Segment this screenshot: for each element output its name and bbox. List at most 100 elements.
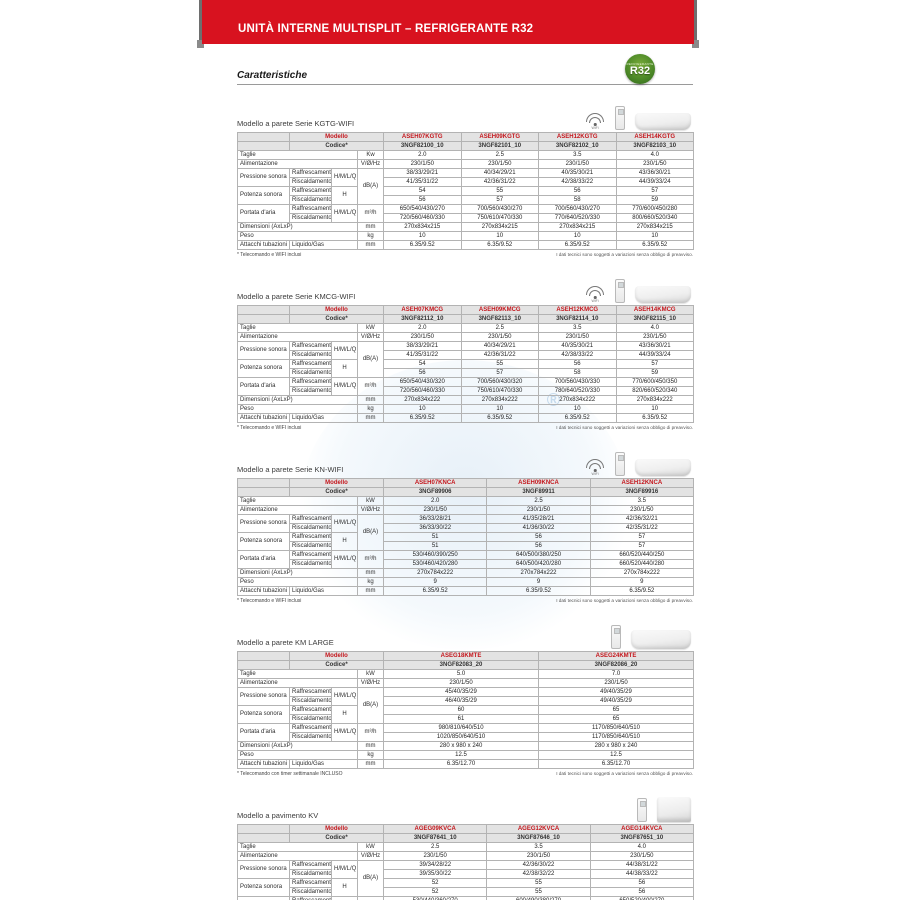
value-cell: 41/35/31/22 — [383, 177, 462, 187]
row-label-alimentazione: Alimentazione — [237, 678, 358, 688]
value-cell: 42/36/30/22 — [486, 860, 591, 870]
table-title: Modello a parete KM LARGE — [237, 638, 334, 647]
indoor-unit-image — [635, 113, 691, 130]
value-cell: 720/560/460/330 — [383, 213, 462, 223]
value-cell: 36/33/30/22 — [383, 523, 488, 533]
value-cell: 56 — [486, 541, 591, 551]
value-cell: 3.5 — [538, 323, 617, 333]
model-code: 3NGF82112_10 — [383, 314, 462, 324]
value-cell: 2.5 — [460, 150, 540, 160]
section-km-large: Modello a parete KM LARGE WiFi ModelloAS… — [237, 619, 695, 777]
remote-icon — [615, 452, 625, 476]
table-cell: Raffrescamento — [289, 204, 332, 214]
value-cell: 6.35/9.52 — [486, 586, 591, 596]
table-cell: Raffrescamento — [289, 532, 332, 542]
section-icons: WiFi — [611, 625, 693, 649]
value-cell: 2.5 — [460, 323, 540, 333]
unit-cell: kW — [356, 842, 385, 852]
value-cell: 230/1/50 — [383, 159, 462, 169]
value-cell: 42/36/31/22 — [460, 350, 540, 360]
value-cell: 4.0 — [589, 842, 695, 852]
value-cell: 700/560/430/320 — [460, 377, 540, 387]
table-cell: Riscaldamento — [289, 696, 332, 706]
model-code: 3NGF87641_10 — [383, 833, 488, 843]
value-cell: 270x834x215 — [615, 222, 695, 232]
value-cell: 660/520/440/250 — [589, 550, 695, 560]
unit-cell: mm — [356, 395, 385, 405]
row-label-portata: Portata d'aria — [237, 204, 290, 223]
value-cell: 55 — [486, 887, 591, 897]
row-label-pressione: Pressione sonora — [237, 860, 290, 879]
table-cell: Raffrescamento — [289, 860, 332, 870]
value-cell: 2.0 — [383, 150, 462, 160]
value-cell: 230/1/50 — [615, 332, 695, 342]
model-name: AGEG09KVCA — [383, 824, 488, 834]
value-cell: 42/38/33/22 — [538, 350, 617, 360]
value-cell: 270x834x222 — [615, 395, 695, 405]
value-cell: 6.35/9.52 — [460, 413, 540, 423]
modello-header: Modello — [288, 478, 385, 488]
table-cell — [237, 132, 290, 142]
model-code: 3NGF82103_10 — [615, 141, 695, 151]
table-cell — [237, 651, 290, 661]
value-cell: 600/490/380/270 — [486, 896, 591, 900]
table-cell: Liquido/Gas — [289, 586, 358, 596]
value-cell: 770/600/450/280 — [615, 204, 695, 214]
table-title: Modello a parete Serie KGTG-WIFI — [237, 119, 355, 128]
value-cell: 800/660/520/340 — [615, 213, 695, 223]
modello-header: Modello — [288, 132, 385, 142]
unit-cell: dB(A) — [356, 514, 385, 551]
unit-cell: mm — [356, 568, 385, 578]
spec-table-container: Modello AGEG09KVCA AGEG12KVCA AGEG14KVCA Cod… — [237, 824, 695, 900]
spec-table-container: Modello ASEH07KNCA ASEH09KNCA ASEH12KNCA Cod… — [237, 478, 695, 596]
table-cell: Liquido/Gas — [289, 759, 358, 769]
table-cell: H/M/L/Q — [331, 514, 358, 533]
value-cell: 270x784x222 — [589, 568, 695, 578]
value-cell: 57 — [615, 186, 695, 196]
value-cell: 56 — [383, 195, 462, 205]
row-label-potenza: Potenza sonora — [237, 878, 290, 897]
row-label-potenza: Potenza sonora — [237, 359, 290, 378]
spec-table-container: Modello ASEH07KMCG ASEH09KMCG ASEH12KMCG ASE… — [237, 305, 695, 423]
row-label-dimensioni: Dimensioni (AxLxP) — [237, 222, 358, 232]
value-cell: 3.5 — [538, 150, 617, 160]
section-icons: WiFi — [585, 279, 693, 303]
value-cell: 2.0 — [383, 496, 488, 506]
value-cell: 44/39/33/24 — [615, 177, 695, 187]
row-label-attacchi: Attacchi tubazioni — [237, 759, 290, 769]
value-cell: 40/35/30/21 — [538, 341, 617, 351]
table-footnote: * Telecomando e WIFI inclusi — [237, 425, 302, 431]
remote-icon — [637, 798, 647, 822]
codice-header: Codice* — [288, 487, 385, 497]
remote-icon — [611, 625, 621, 649]
value-cell: 57 — [589, 532, 695, 542]
table-cell — [237, 833, 290, 843]
row-label-pressione: Pressione sonora — [237, 168, 290, 187]
unit-cell: mm — [356, 222, 385, 232]
value-cell: 280 x 980 x 240 — [538, 741, 695, 751]
value-cell: 10 — [383, 231, 462, 241]
row-label-portata: Portata d'aria — [237, 896, 290, 900]
disclaimer: I dati tecnici sono soggetti a variazion… — [556, 771, 693, 776]
value-cell: 40/35/30/21 — [538, 168, 617, 178]
model-name: ASEH09KGTG — [460, 132, 540, 142]
table-cell: Raffrescamento — [289, 359, 332, 369]
value-cell: 700/560/430/270 — [460, 204, 540, 214]
value-cell: 270x834x215 — [383, 222, 462, 232]
unit-cell: kW — [356, 669, 385, 679]
row-label-taglie: Taglie — [237, 496, 358, 506]
badge-text: R32 — [629, 65, 651, 77]
value-cell: 44/38/31/22 — [589, 860, 695, 870]
spec-table: Modello AGEG09KVCA AGEG12KVCA AGEG14KVCA Cod… — [237, 824, 695, 900]
value-cell: 6.35/9.52 — [383, 586, 488, 596]
row-label-attacchi: Attacchi tubazioni — [237, 586, 290, 596]
unit-cell: dB(A) — [356, 860, 385, 897]
model-name: ASEG24KMTE — [538, 651, 695, 661]
unit-cell: V/Ø/Hz — [356, 332, 385, 342]
table-cell: Raffrescamento — [289, 377, 332, 387]
value-cell: 43/36/30/21 — [615, 341, 695, 351]
value-cell: 58 — [538, 368, 617, 378]
row-label-peso: Peso — [237, 404, 358, 414]
model-code: 3NGF89911 — [486, 487, 591, 497]
table-cell: Raffrescamento — [289, 896, 332, 900]
